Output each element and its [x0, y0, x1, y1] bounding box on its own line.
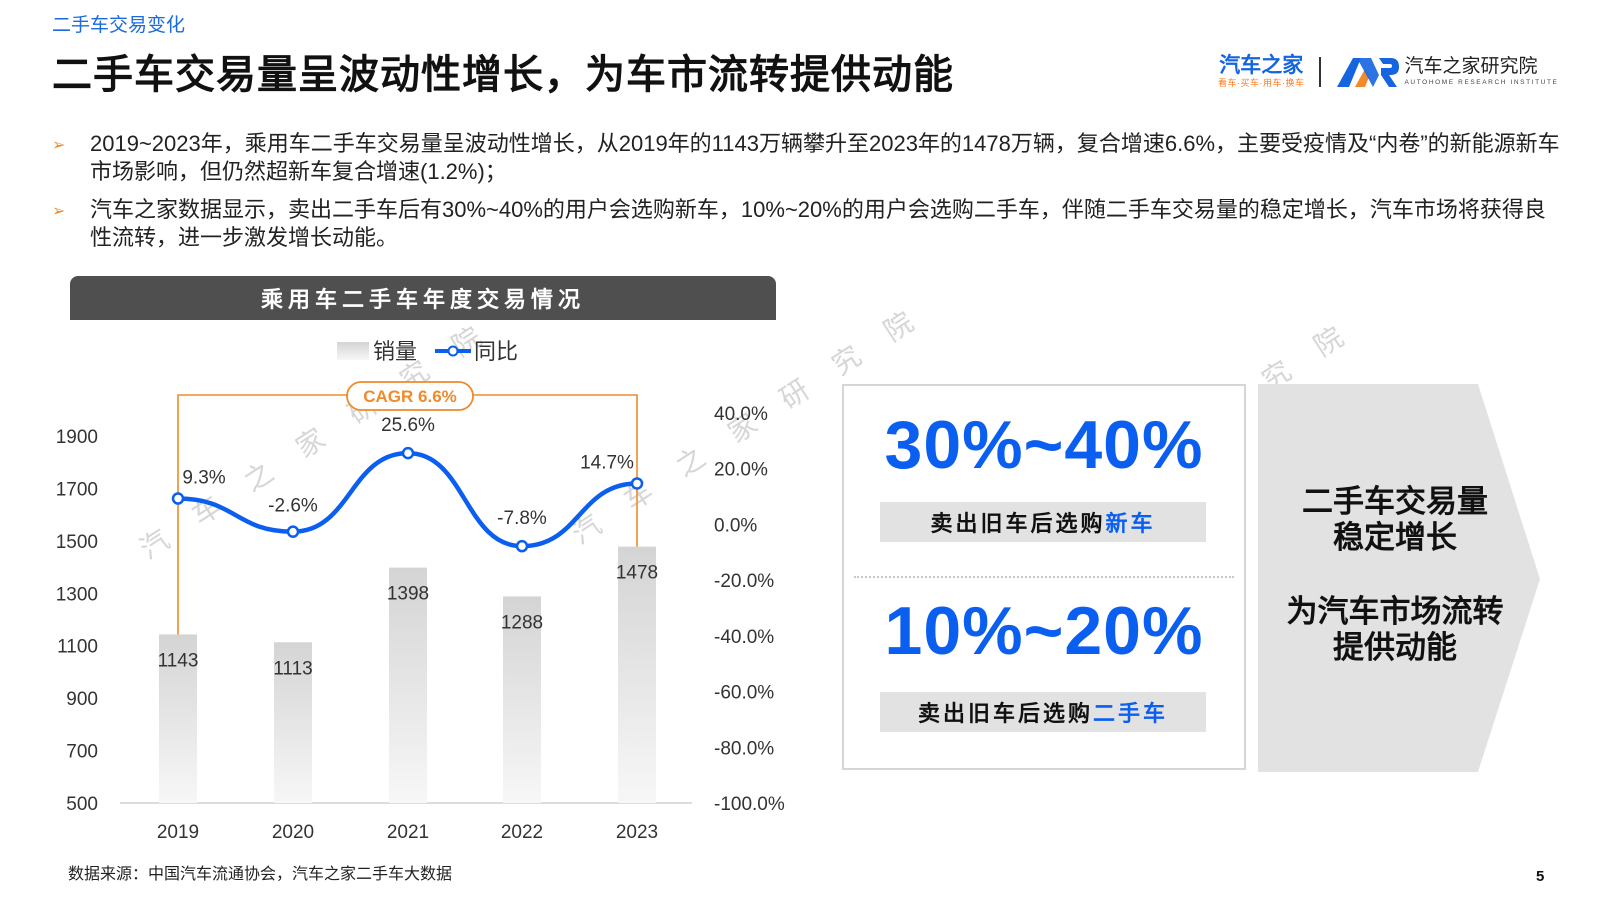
bar-value-label: 1288	[501, 612, 543, 633]
stat-label-prefix: 卖出旧车后选购	[930, 511, 1106, 536]
page-title: 二手车交易量呈波动性增长，为车市流转提供动能	[52, 53, 954, 97]
bar-value-label: 1113	[273, 658, 312, 679]
y-left-tick-label: 1700	[56, 479, 98, 500]
bar-2023	[618, 546, 656, 803]
autohome-logo: 汽车之家 看车·买车·用车·换车	[1218, 55, 1305, 89]
stat-label-highlight: 二手车	[1093, 701, 1169, 726]
section-tag: 二手车交易变化	[52, 15, 186, 36]
cagr-label: CAGR 6.6%	[363, 387, 457, 406]
x-tick-label: 2022	[501, 822, 543, 843]
conclusion-line: 稳定增长	[1333, 520, 1457, 555]
y-left-tick-label: 700	[66, 742, 98, 763]
source-note: 数据来源：中国汽车流通协会，汽车之家二手车大数据	[68, 866, 453, 883]
conclusion-line: 为汽车市场流转	[1286, 594, 1504, 629]
x-tick-label: 2021	[387, 822, 429, 843]
yoy-point-2019	[171, 492, 185, 505]
yoy-point-2021	[401, 446, 415, 460]
ar-logo-icon: AR	[1336, 58, 1399, 87]
y-right-tick-label: 0.0%	[714, 515, 757, 536]
y-left-tick-label: 1500	[56, 532, 98, 553]
bar-2021	[389, 567, 427, 803]
conclusion-line: 提供动能	[1333, 630, 1457, 665]
y-left-tick-label: 1300	[56, 584, 98, 605]
logo-area: 汽车之家 看车·买车·用车·换车 AR 汽车之家研究院 AUTOHOME RES…	[1218, 52, 1558, 92]
institute-logo-sub: AUTOHOME RESEARCH INSTITUTE	[1404, 79, 1559, 86]
y-right-tick-label: -20.0%	[714, 571, 774, 592]
stat-label: 卖出旧车后选购 新车	[880, 502, 1206, 542]
bar-2022	[503, 596, 541, 803]
dotted-divider	[854, 576, 1234, 578]
bar-value-label: 1478	[616, 563, 658, 584]
conclusion-line: 二手车交易量	[1302, 484, 1488, 519]
conclusion-text: 二手车交易量 稳定增长 为汽车市场流转 提供动能	[1260, 484, 1530, 666]
y-left-tick-label: 1100	[57, 637, 98, 658]
page-number: 5	[1536, 868, 1545, 885]
bullet-text: 2019~2023年，乘用车二手车交易量呈波动性增长，从2019年的1143万辆…	[90, 131, 1560, 184]
orange-arrow-bullet-icon: ➢	[52, 137, 66, 154]
chart-legend: 销量 同比	[337, 339, 518, 364]
x-tick-label: 2020	[272, 822, 314, 843]
yoy-value-label: 25.6%	[381, 415, 435, 436]
stat-value: 30%~40%	[884, 407, 1204, 483]
x-tick-label: 2019	[157, 822, 199, 843]
bullet-text: 汽车之家数据显示，卖出二手车后有30%~40%的用户会选购新车，10%~20%的…	[90, 197, 1546, 250]
stats-panel: 30%~40% 卖出旧车后选购 新车 10%~20% 卖出旧车后选购 二手车	[842, 384, 1246, 770]
x-tick-label: 2023	[616, 822, 658, 843]
bar-value-label: 1143	[158, 650, 199, 671]
bullet-item: ➢ 2019~2023年，乘用车二手车交易量呈波动性增长，从2019年的1143…	[52, 130, 1562, 186]
y-right-tick-label: 20.0%	[714, 460, 768, 481]
autohome-logo-slogan: 看车·买车·用车·换车	[1218, 78, 1305, 88]
y-left-tick-label: 900	[66, 689, 98, 710]
y-left-tick-label: 1900	[56, 427, 98, 448]
cagr-badge	[346, 381, 474, 411]
bar-2020	[274, 642, 312, 803]
y-right-tick-label: -60.0%	[714, 683, 774, 704]
logo-divider	[1318, 57, 1321, 87]
chart-title: 乘用车二手车年度交易情况	[260, 287, 585, 312]
yoy-value-label: 9.3%	[182, 468, 225, 489]
institute-logo: 汽车之家研究院 AUTOHOME RESEARCH INSTITUTE	[1405, 56, 1559, 88]
yoy-point-2023	[630, 477, 644, 490]
y-right-tick-label: -40.0%	[714, 627, 774, 648]
legend-line-marker	[447, 345, 459, 357]
bar-value-label: 1398	[387, 584, 429, 605]
legend-bar-swatch	[337, 342, 369, 360]
stat-label-highlight: 新车	[1105, 511, 1156, 536]
yoy-value-label: 14.7%	[580, 452, 634, 473]
legend-line-label: 同比	[474, 339, 518, 364]
bar-2019	[159, 634, 197, 803]
stat-label: 卖出旧车后选购 二手车	[880, 692, 1206, 732]
y-right-tick-label: 40.0%	[714, 404, 768, 425]
yoy-value-label: -2.6%	[268, 496, 318, 517]
legend-bar-label: 销量	[373, 339, 417, 364]
stat-label-prefix: 卖出旧车后选购	[917, 701, 1093, 726]
bullet-item: ➢ 汽车之家数据显示，卖出二手车后有30%~40%的用户会选购新车，10%~20…	[52, 196, 1562, 252]
yoy-point-2022	[515, 539, 529, 553]
autohome-logo-text: 汽车之家	[1219, 54, 1304, 77]
y-left-tick-label: 500	[66, 794, 98, 815]
chart-title-bar: 乘用车二手车年度交易情况	[70, 276, 776, 320]
y-right-tick-label: -100.0%	[714, 794, 785, 815]
orange-arrow-bullet-icon: ➢	[52, 203, 66, 220]
conclusion-chevron-shape	[1258, 384, 1540, 772]
watermark-text: 汽车之家研究院	[134, 302, 516, 566]
institute-logo-name: 汽车之家研究院	[1404, 56, 1538, 77]
stat-value: 10%~20%	[884, 593, 1204, 669]
yoy-value-label: -7.8%	[497, 508, 547, 529]
y-right-tick-label: -80.0%	[714, 738, 774, 759]
yoy-point-2020	[286, 525, 300, 538]
